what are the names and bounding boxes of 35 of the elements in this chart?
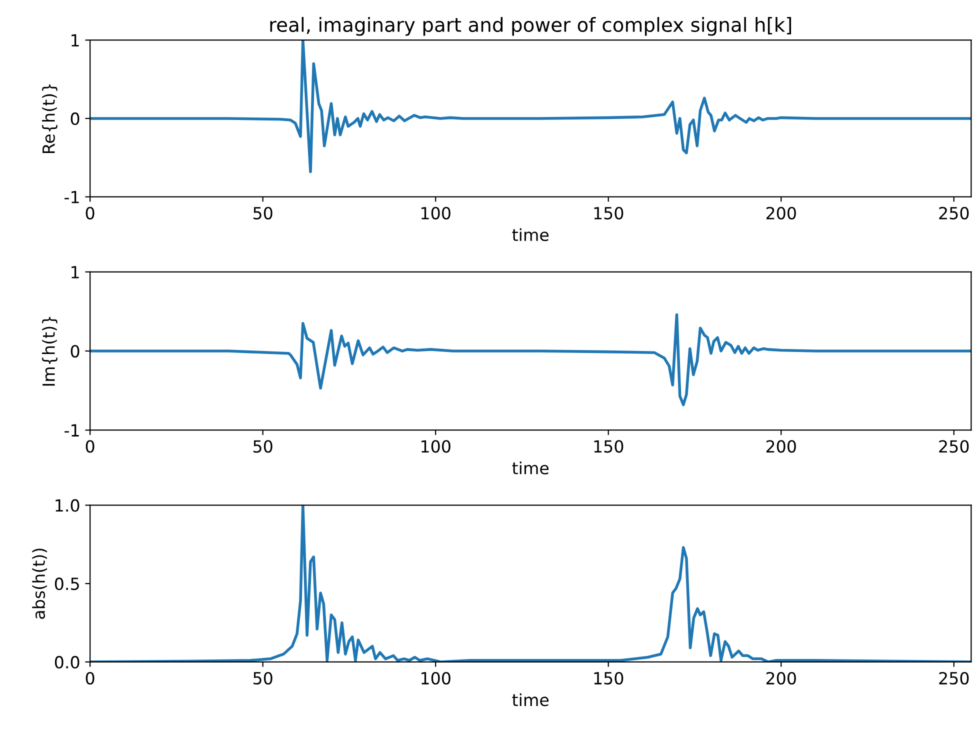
x-tick-label: 100 xyxy=(422,672,450,685)
x-tick-label: 150 xyxy=(594,440,624,453)
x-tick-label: 0 xyxy=(86,206,94,220)
y-tick-label: 1 xyxy=(72,266,79,278)
x-tick-label: 200 xyxy=(766,672,796,685)
x-tick-label: 250 xyxy=(939,672,969,685)
x-tick-label: 150 xyxy=(594,206,624,220)
x-tick-label: 50 xyxy=(254,672,272,685)
x-tick-label: 250 xyxy=(939,206,969,220)
x-tick-label: 200 xyxy=(766,206,796,220)
y-tick-label: 0.5 xyxy=(54,578,79,590)
x-tick-label: 150 xyxy=(594,672,624,685)
x-tick-label: 100 xyxy=(422,440,450,453)
y-axis-title: abs(h(t)) xyxy=(32,548,48,619)
y-tick-label: -1 xyxy=(64,424,79,436)
y-tick-label: -1 xyxy=(64,191,79,204)
x-tick-label: 200 xyxy=(766,440,796,453)
x-tick-label: 0 xyxy=(86,672,94,685)
x-axis-title: time xyxy=(512,462,549,474)
x-tick-label: 0 xyxy=(86,440,94,453)
y-axis-title: Re{h(t)} xyxy=(42,84,58,154)
x-tick-label: 250 xyxy=(939,440,969,453)
y-tick-label: 1.0 xyxy=(56,499,80,512)
line-series xyxy=(90,313,972,406)
y-tick-label: 1 xyxy=(72,34,79,46)
x-tick-label: 50 xyxy=(254,206,272,220)
x-tick-label: 50 xyxy=(254,440,272,453)
x-axis-title: time xyxy=(512,228,549,242)
y-tick-label: 0 xyxy=(70,112,80,126)
y-tick-label: 0 xyxy=(70,344,80,358)
y-tick-label: 0.0 xyxy=(54,656,80,668)
x-tick-label: 100 xyxy=(422,206,450,220)
chart-title: real, imaginary part and power of complex signal h[k] xyxy=(270,16,792,36)
x-axis-title: time xyxy=(512,693,549,706)
y-axis-title: Im{h(t)} xyxy=(42,316,58,386)
